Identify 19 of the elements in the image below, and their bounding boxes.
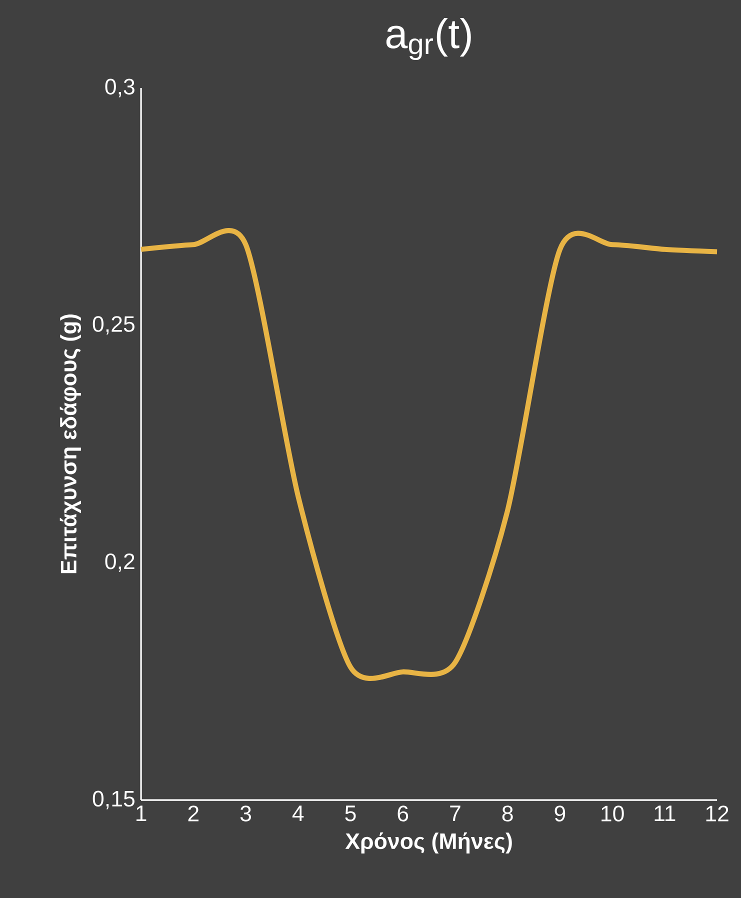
y-tick-label: 0,25 bbox=[92, 316, 134, 335]
x-tick-label: 4 bbox=[292, 806, 304, 822]
y-tick-label: 0,2 bbox=[105, 553, 134, 572]
x-tick-label: 5 bbox=[345, 806, 356, 822]
x-tick-label: 12 bbox=[706, 806, 728, 822]
x-tick-label: 6 bbox=[398, 806, 408, 822]
y-tick-label: 0,15 bbox=[92, 790, 134, 810]
x-tick-label: 8 bbox=[502, 806, 513, 822]
x-tick-label: 2 bbox=[188, 806, 198, 822]
x-tick-label: 3 bbox=[240, 806, 251, 822]
y-tick-label: 0,3 bbox=[105, 78, 134, 98]
x-axis-title: Χρόνος (Μήνες) bbox=[345, 832, 512, 854]
x-tick-label: 1 bbox=[136, 806, 146, 822]
x-tick-label: 7 bbox=[450, 806, 460, 822]
y-axis-title: Επιτάχυνση εδάφους (g) bbox=[60, 314, 81, 574]
x-tick-label: 10 bbox=[602, 806, 624, 822]
chart-title: a$_{gr}$(t) bbox=[386, 18, 471, 60]
x-tick-label: 11 bbox=[654, 806, 676, 822]
x-tick-label: 9 bbox=[554, 806, 566, 822]
